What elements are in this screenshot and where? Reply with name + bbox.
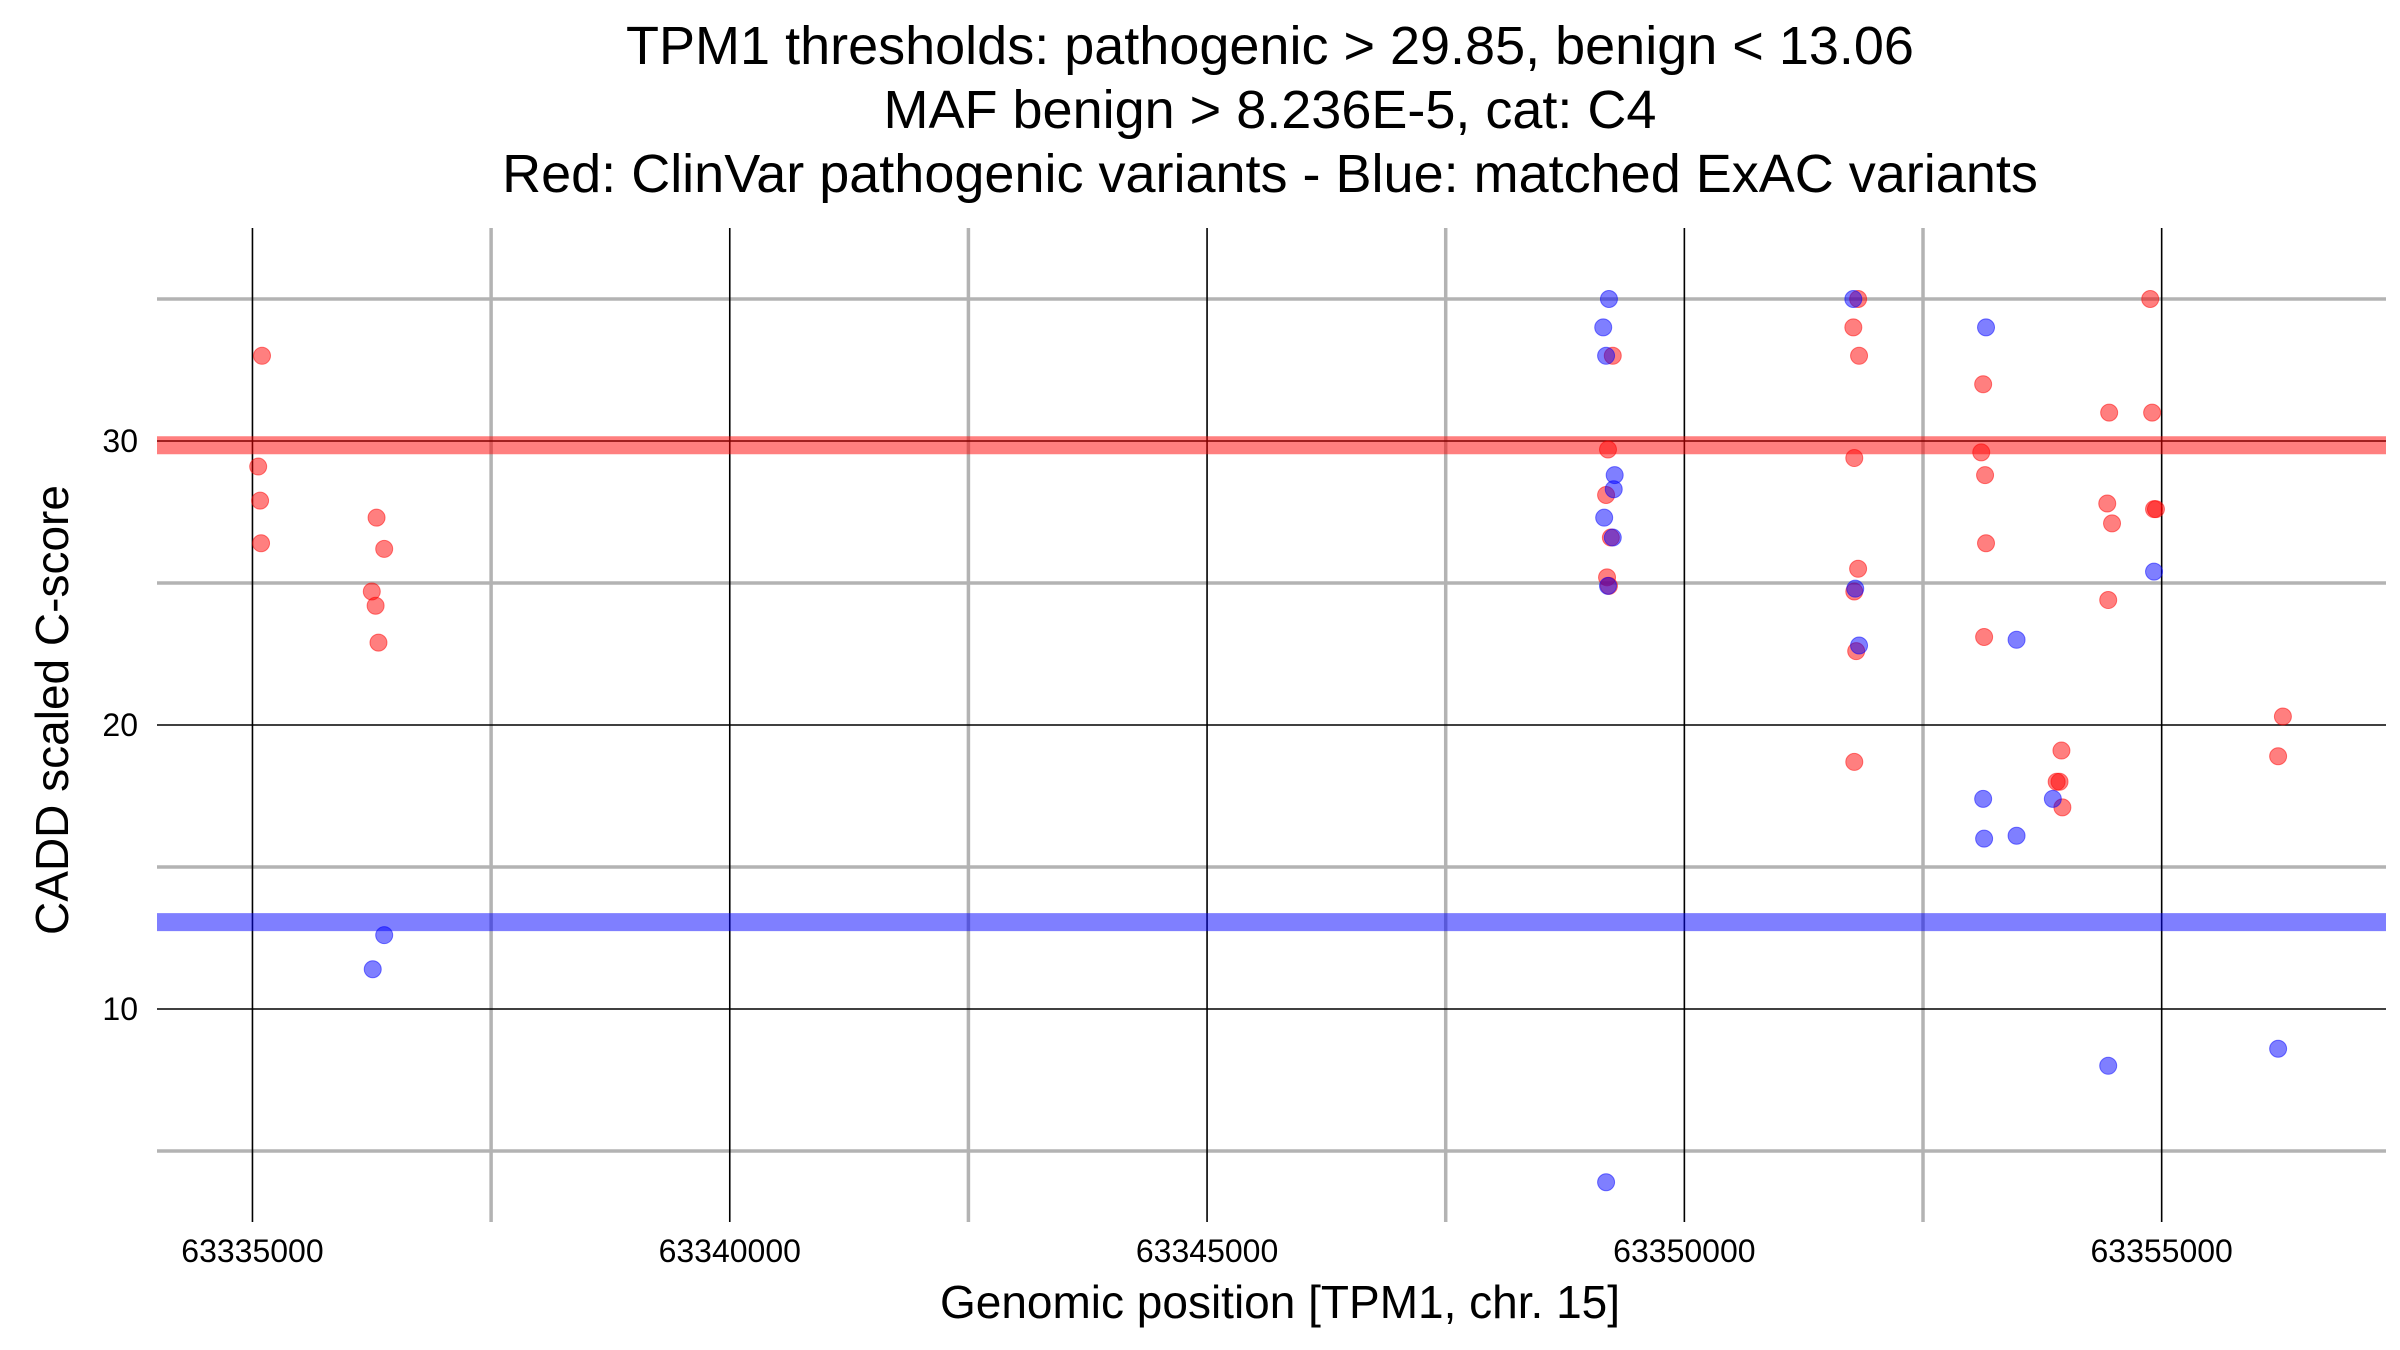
point-exac: [1850, 636, 1869, 655]
point-clinvar: [1849, 559, 1868, 578]
x-axis-title: Genomic position [TPM1, chr. 15]: [940, 1276, 1620, 1328]
y-axis-title: CADD scaled C-score: [26, 485, 78, 935]
point-exac: [1846, 579, 1865, 598]
y-tick-label: 10: [102, 991, 138, 1027]
point-clinvar: [2143, 403, 2162, 422]
x-tick-label: 63345000: [1136, 1233, 1278, 1269]
point-exac: [1604, 480, 1623, 499]
point-clinvar: [2098, 494, 2117, 513]
data-points: [249, 290, 2292, 1192]
point-exac: [1603, 528, 1622, 547]
point-clinvar: [1845, 752, 1864, 771]
point-clinvar: [252, 534, 271, 553]
point-clinvar: [253, 346, 272, 365]
point-exac: [375, 926, 394, 945]
point-exac: [1975, 829, 1994, 848]
x-tick-label: 63355000: [2090, 1233, 2232, 1269]
point-exac: [2007, 630, 2026, 649]
x-axis-ticks: 63335000 63340000 63345000 63350000 63355000: [181, 1233, 2233, 1269]
point-exac: [1977, 318, 1996, 337]
x-tick-label: 63350000: [1613, 1233, 1755, 1269]
point-exac: [363, 960, 382, 979]
point-exac: [1594, 318, 1613, 337]
point-clinvar: [375, 539, 394, 558]
point-exac: [1599, 290, 1618, 308]
point-exac: [2043, 789, 2062, 808]
point-clinvar: [2273, 707, 2292, 726]
point-exac: [1597, 346, 1616, 365]
threshold-lines: [157, 436, 2386, 932]
chart-title-line-2: MAF benign > 8.236E-5, cat: C4: [884, 80, 1657, 140]
point-exac: [1844, 290, 1863, 308]
point-exac: [1598, 576, 1617, 595]
point-exac: [1974, 789, 1993, 808]
x-tick-label: 63340000: [659, 1233, 801, 1269]
point-clinvar: [1972, 443, 1991, 462]
chart-title-line-1: TPM1 thresholds: pathogenic > 29.85, ben…: [626, 16, 1914, 76]
point-clinvar: [366, 596, 385, 615]
x-tick-label: 63335000: [181, 1233, 323, 1269]
point-clinvar: [2141, 290, 2160, 308]
point-exac: [2269, 1039, 2288, 1058]
point-clinvar: [1844, 318, 1863, 337]
y-tick-label: 30: [102, 423, 138, 459]
point-clinvar: [251, 491, 270, 510]
chart-title-line-3: Red: ClinVar pathogenic variants - Blue:…: [502, 144, 2038, 204]
point-exac: [2145, 562, 2164, 581]
point-clinvar: [2052, 741, 2071, 760]
point-clinvar: [1850, 346, 1869, 365]
point-clinvar: [2269, 747, 2288, 766]
point-exac: [1597, 1173, 1616, 1192]
point-clinvar: [1975, 627, 1994, 646]
point-clinvar: [2100, 403, 2119, 422]
point-clinvar: [369, 633, 388, 652]
point-clinvar: [1976, 466, 1995, 485]
point-exac: [2099, 1056, 2118, 1075]
point-clinvar: [1598, 440, 1617, 459]
point-clinvar: [367, 508, 386, 527]
point-clinvar: [1974, 375, 1993, 394]
point-exac: [2007, 826, 2026, 845]
point-clinvar: [1845, 449, 1864, 468]
point-exac: [1595, 508, 1614, 527]
y-axis-ticks: 10 20 30: [102, 423, 138, 1027]
point-clinvar: [2146, 500, 2165, 519]
point-clinvar: [2047, 772, 2066, 791]
point-clinvar: [2103, 514, 2122, 533]
point-clinvar: [1977, 534, 1996, 553]
y-tick-label: 20: [102, 707, 138, 743]
point-clinvar: [249, 457, 268, 476]
point-clinvar: [2099, 591, 2118, 610]
